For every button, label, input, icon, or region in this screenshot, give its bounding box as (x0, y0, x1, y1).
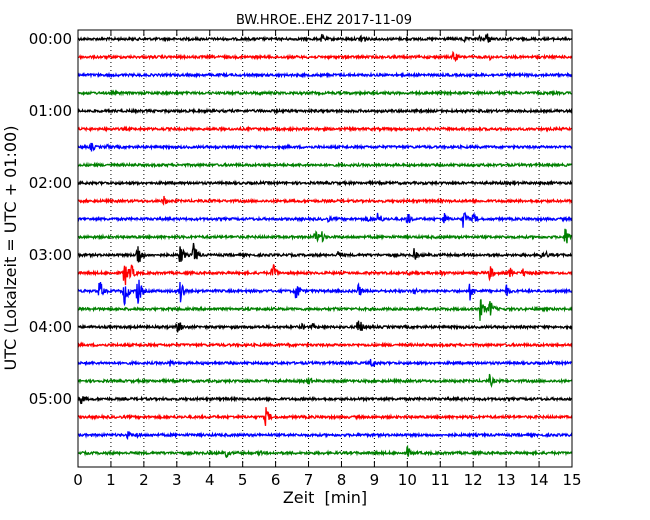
trace-line (77, 395, 573, 405)
x-tick-label: 4 (205, 471, 215, 489)
x-tick-label: 3 (172, 471, 182, 489)
y-tick-label: 05:00 (29, 390, 72, 408)
x-tick-label: 9 (370, 471, 380, 489)
trace-line (77, 71, 573, 79)
trace-line (77, 430, 573, 441)
x-tick-label: 5 (238, 471, 248, 489)
trace-line (77, 195, 573, 206)
trace-line (77, 320, 573, 333)
x-tick-label: 14 (530, 471, 549, 489)
trace-line (77, 107, 573, 115)
x-axis: 0 1 2 3 4 5 6 7 8 9 10 11 12 13 14 15 (73, 30, 582, 489)
chart-title: BW.HROE..EHZ 2017-11-09 (236, 13, 412, 28)
y-tick-label: 02:00 (29, 174, 72, 192)
trace-line (77, 407, 573, 426)
trace-line (77, 161, 573, 169)
trace-line (77, 444, 573, 459)
trace-line (77, 358, 573, 368)
x-tick-label: 11 (431, 471, 450, 489)
trace-line (77, 373, 573, 388)
y-axis-label: UTC (Lokalzeit = UTC + 01:00) (1, 126, 20, 371)
y-tick-label: 03:00 (29, 246, 72, 264)
trace-line (77, 33, 573, 44)
x-axis-label: Zeit [min] (283, 488, 367, 507)
y-tick-label: 04:00 (29, 318, 72, 336)
x-tick-label: 7 (304, 471, 314, 489)
trace-line (77, 279, 573, 307)
trace-line (77, 89, 573, 97)
x-tick-label: 8 (337, 471, 347, 489)
grid-lines (110, 30, 540, 467)
trace-line (77, 263, 573, 286)
x-tick-label: 0 (73, 471, 83, 489)
trace-line (77, 341, 573, 349)
x-tick-label: 10 (398, 471, 417, 489)
trace-line (77, 242, 573, 263)
x-tick-label: 12 (464, 471, 483, 489)
trace-line (77, 142, 573, 152)
y-axis: 00:00 01:00 02:00 03:00 04:00 05:00 (29, 30, 572, 408)
seismic-traces (77, 33, 573, 459)
trace-line (77, 228, 573, 244)
trace-line (77, 125, 573, 133)
x-tick-label: 13 (497, 471, 516, 489)
x-tick-label: 15 (562, 471, 581, 489)
x-tick-label: 2 (139, 471, 149, 489)
y-tick-label: 00:00 (29, 30, 72, 48)
plot-frame (77, 29, 573, 468)
trace-line (77, 299, 573, 321)
y-tick-label: 01:00 (29, 102, 72, 120)
x-tick-label: 6 (271, 471, 281, 489)
x-tick-label: 1 (106, 471, 116, 489)
trace-line (77, 50, 573, 63)
trace-line (77, 211, 573, 228)
trace-line (77, 179, 573, 187)
